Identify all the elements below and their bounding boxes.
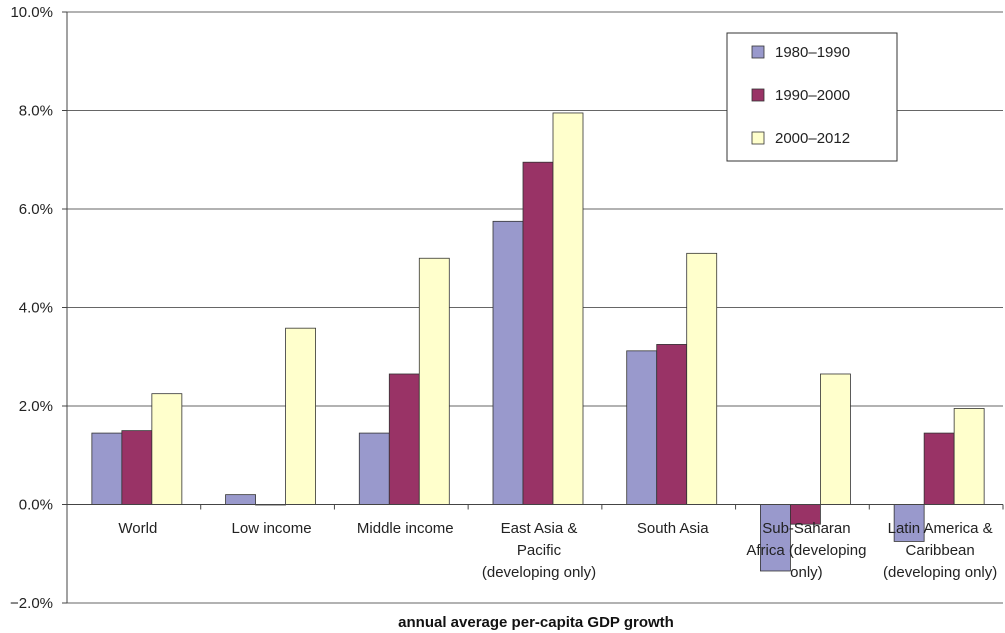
category-label: Sub-Saharan Africa (developing only) <box>746 520 866 581</box>
y-tick-label: 4.0% <box>19 300 53 317</box>
bar <box>418 257 450 505</box>
bar <box>953 408 985 505</box>
bar <box>225 494 256 505</box>
axes <box>62 11 1004 604</box>
bar <box>686 252 718 505</box>
bars <box>91 112 985 572</box>
y-tick-label: −2.0% <box>10 595 53 612</box>
bar <box>626 350 658 505</box>
bar <box>760 504 791 572</box>
bar <box>151 393 183 505</box>
y-tick-label: 8.0% <box>19 103 53 120</box>
y-tick-label: 2.0% <box>19 398 53 415</box>
legend-label: 2000–2012 <box>775 130 850 147</box>
x-axis-label: annual average per-capita GDP growth <box>398 614 674 631</box>
bar <box>121 430 153 505</box>
legend-label: 1980–1990 <box>775 44 850 61</box>
category-label: World <box>118 520 157 537</box>
bar <box>492 220 524 505</box>
bar <box>91 432 123 505</box>
legend-label: 1990–2000 <box>775 87 850 104</box>
category-label: East Asia & Pacific (developing only) <box>482 520 596 581</box>
y-tick-label: 10.0% <box>10 4 53 21</box>
bar <box>522 161 554 505</box>
bar <box>923 432 955 505</box>
category-label: Low income <box>232 520 312 537</box>
category-labels: World Low income Middle income East Asia & P… <box>118 520 997 581</box>
y-tick-label: 0.0% <box>19 497 53 514</box>
bar <box>656 344 688 505</box>
legend-swatch <box>751 88 765 102</box>
legend: 1980–1990 1990–2000 2000–2012 <box>726 32 898 162</box>
category-label: Middle income <box>357 520 454 537</box>
legend-swatch <box>751 45 765 59</box>
category-label: Latin America & Caribbean (developing only… <box>883 520 997 581</box>
bar <box>285 327 316 505</box>
bar <box>358 432 390 505</box>
legend-swatch <box>751 131 765 145</box>
category-label: South Asia <box>637 520 709 537</box>
y-tick-labels: 10.0% 8.0% 6.0% 4.0% 2.0% 0.0% −2.0% <box>10 4 53 612</box>
bar <box>388 373 420 505</box>
bar <box>552 112 584 505</box>
bar <box>893 504 925 542</box>
y-tick-label: 6.0% <box>19 201 53 218</box>
bar <box>820 373 851 505</box>
